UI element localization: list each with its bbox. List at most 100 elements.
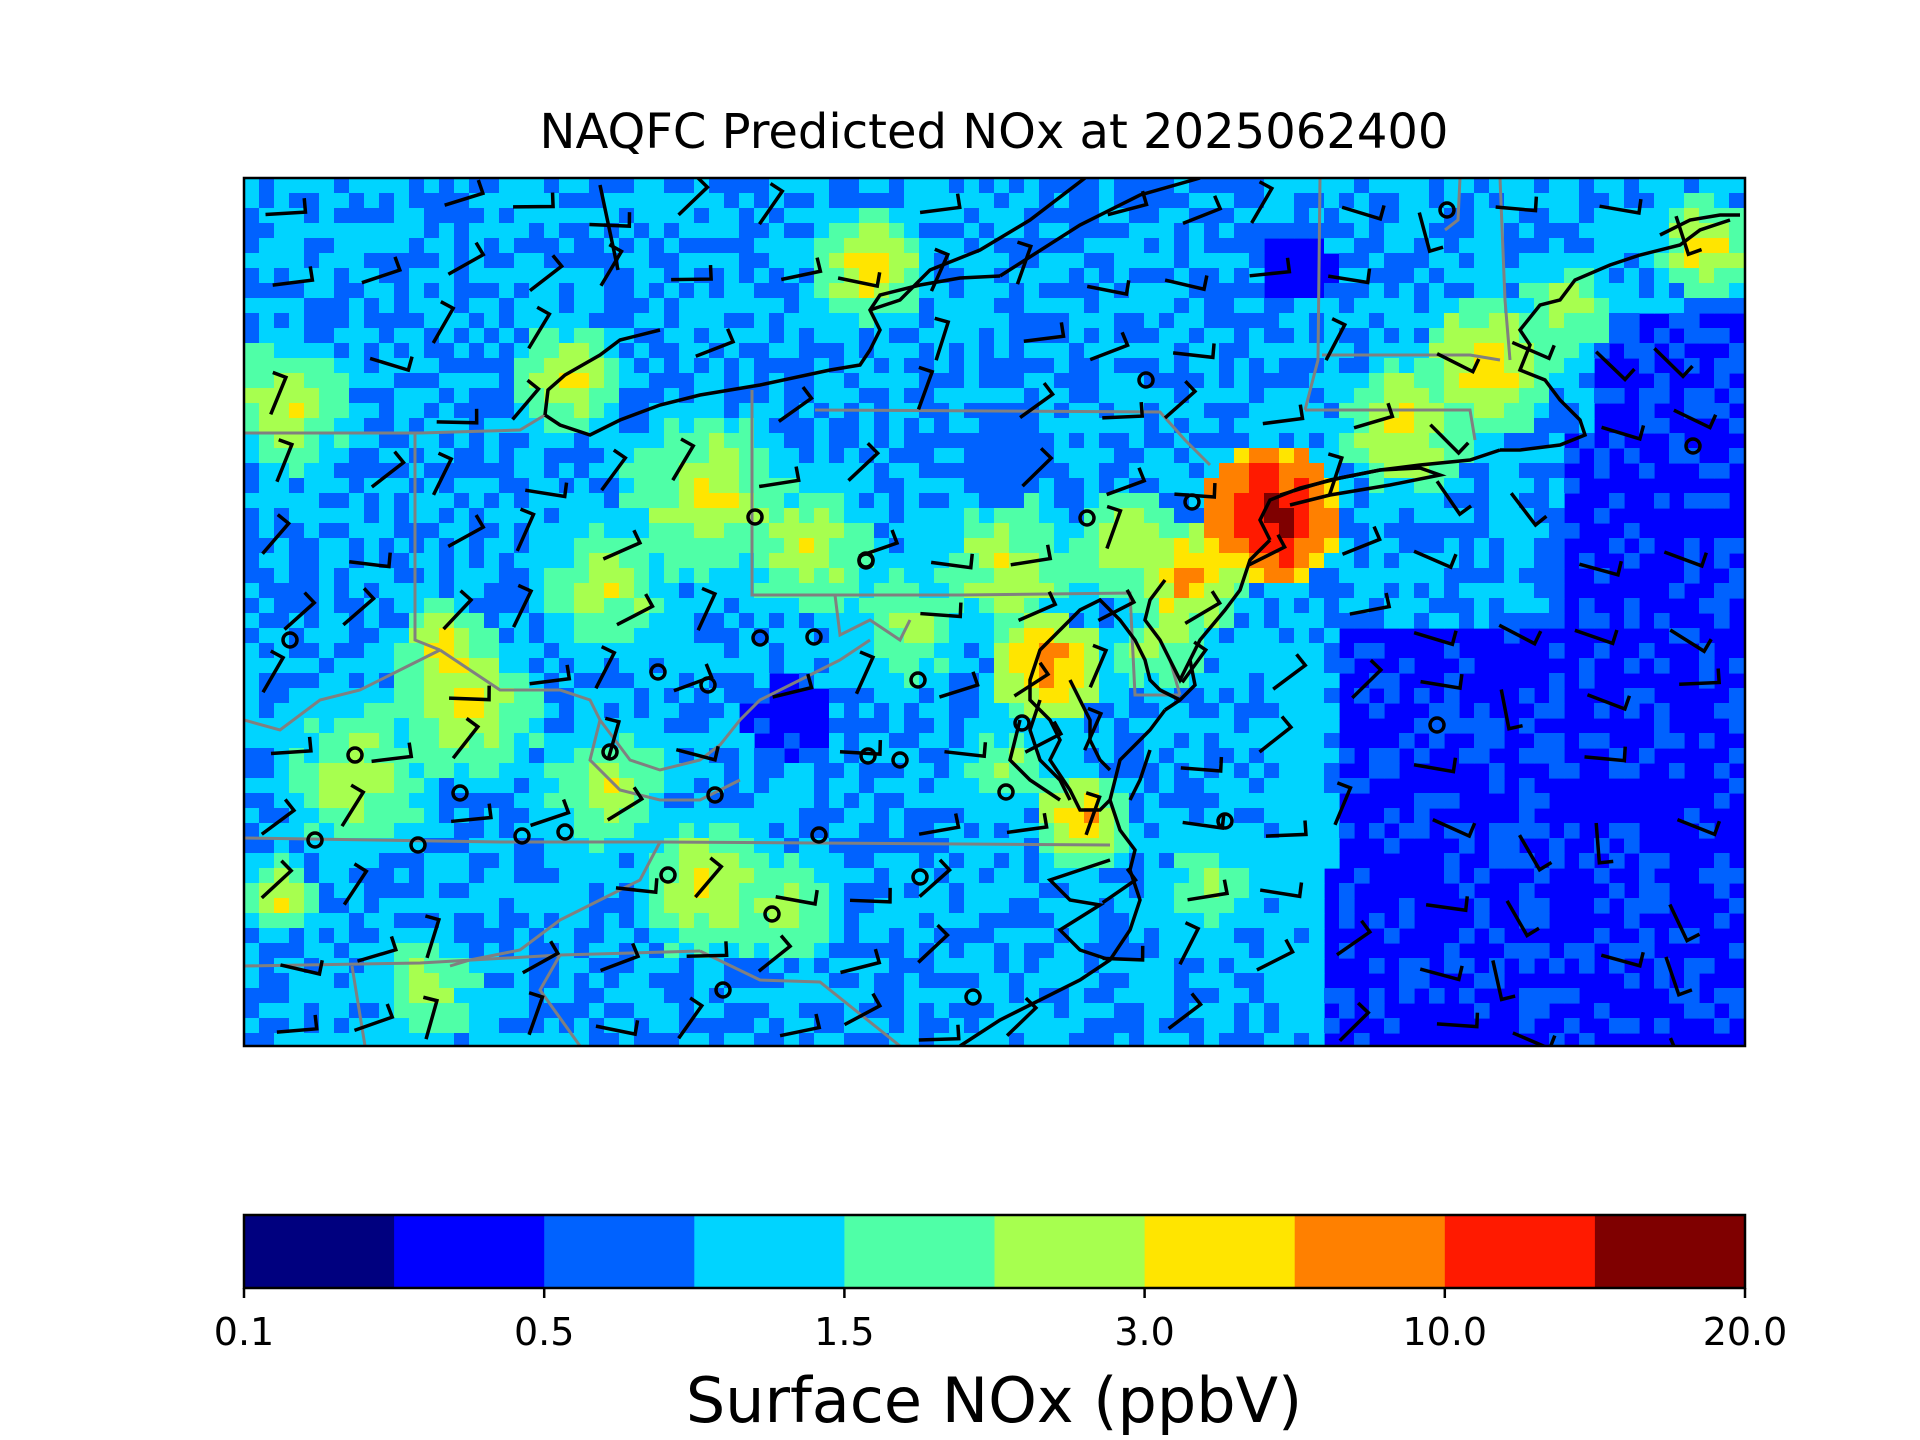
nox-pixel <box>499 868 515 884</box>
nox-pixel <box>1189 328 1205 344</box>
nox-pixel <box>1189 463 1205 479</box>
nox-pixel <box>529 823 545 839</box>
nox-pixel <box>799 763 815 779</box>
nox-pixel <box>1294 613 1310 629</box>
nox-pixel <box>1474 193 1490 209</box>
nox-pixel <box>1279 778 1295 794</box>
nox-pixel <box>1054 808 1070 824</box>
nox-pixel <box>1219 268 1235 284</box>
nox-pixel <box>1114 523 1130 539</box>
nox-pixel <box>409 988 425 1004</box>
nox-pixel <box>619 1003 635 1019</box>
nox-pixel <box>1429 493 1445 509</box>
nox-pixel <box>1549 373 1565 389</box>
nox-pixel <box>1324 358 1340 374</box>
nox-pixel <box>1339 298 1355 314</box>
nox-pixel <box>1534 583 1550 599</box>
nox-pixel <box>1459 178 1475 194</box>
nox-pixel <box>424 853 440 869</box>
nox-pixel <box>979 958 995 974</box>
nox-pixel <box>1474 568 1490 584</box>
nox-pixel <box>1009 658 1025 674</box>
nox-pixel <box>1744 478 1745 494</box>
nox-pixel <box>1054 553 1070 569</box>
nox-pixel <box>1189 418 1205 434</box>
nox-pixel <box>634 463 650 479</box>
nox-pixel <box>1084 313 1100 329</box>
nox-pixel <box>904 688 920 704</box>
nox-pixel <box>1039 808 1055 824</box>
nox-pixel <box>574 313 590 329</box>
nox-pixel <box>754 238 770 254</box>
nox-pixel <box>244 478 260 494</box>
nox-pixel <box>979 313 995 329</box>
nox-pixel <box>274 733 290 749</box>
nox-pixel <box>1024 538 1040 554</box>
nox-pixel <box>994 688 1010 704</box>
nox-pixel <box>1249 598 1265 614</box>
nox-pixel <box>1504 448 1520 464</box>
nox-pixel <box>919 313 935 329</box>
nox-pixel <box>544 763 560 779</box>
nox-pixel <box>664 748 680 764</box>
nox-pixel <box>694 208 710 224</box>
nox-pixel <box>589 763 605 779</box>
nox-pixel <box>1129 298 1145 314</box>
nox-pixel <box>1549 613 1565 629</box>
nox-pixel <box>994 943 1010 959</box>
nox-pixel <box>1114 223 1130 239</box>
nox-pixel <box>1189 598 1205 614</box>
nox-pixel <box>844 478 860 494</box>
nox-pixel <box>1399 238 1415 254</box>
nox-pixel <box>1159 883 1175 899</box>
nox-pixel <box>1249 373 1265 389</box>
nox-pixel <box>1234 808 1250 824</box>
nox-pixel <box>304 298 320 314</box>
nox-pixel <box>994 883 1010 899</box>
nox-pixel <box>814 238 830 254</box>
nox-pixel <box>1339 238 1355 254</box>
nox-pixel <box>1099 433 1115 449</box>
nox-pixel <box>1519 808 1535 824</box>
nox-pixel <box>634 733 650 749</box>
nox-pixel <box>1294 508 1310 524</box>
nox-pixel <box>814 748 830 764</box>
nox-pixel <box>304 208 320 224</box>
nox-pixel <box>784 313 800 329</box>
nox-pixel <box>1204 418 1220 434</box>
nox-pixel <box>1339 523 1355 539</box>
nox-pixel <box>1459 433 1475 449</box>
nox-pixel <box>874 253 890 269</box>
nox-pixel <box>664 733 680 749</box>
nox-pixel <box>274 178 290 194</box>
nox-pixel <box>364 253 380 269</box>
nox-pixel <box>1579 373 1595 389</box>
nox-pixel <box>1099 808 1115 824</box>
nox-pixel <box>589 598 605 614</box>
nox-pixel <box>1624 178 1640 194</box>
nox-pixel <box>739 643 755 659</box>
nox-pixel <box>979 373 995 389</box>
nox-pixel <box>919 703 935 719</box>
nox-pixel <box>1159 943 1175 959</box>
nox-pixel <box>979 553 995 569</box>
nox-pixel <box>274 1003 290 1019</box>
nox-pixel <box>664 988 680 1004</box>
nox-pixel <box>1264 778 1280 794</box>
nox-pixel <box>1279 928 1295 944</box>
nox-pixel <box>994 193 1010 209</box>
nox-pixel <box>724 358 740 374</box>
nox-pixel <box>1174 928 1190 944</box>
nox-pixel <box>964 913 980 929</box>
nox-pixel <box>1069 568 1085 584</box>
nox-pixel <box>1474 238 1490 254</box>
nox-pixel <box>589 568 605 584</box>
nox-pixel <box>1684 403 1700 419</box>
nox-pixel <box>1294 193 1310 209</box>
nox-pixel <box>1489 238 1505 254</box>
nox-pixel <box>634 238 650 254</box>
nox-pixel <box>454 403 470 419</box>
nox-pixel <box>1249 778 1265 794</box>
nox-pixel <box>1384 358 1400 374</box>
nox-pixel <box>1399 223 1415 239</box>
